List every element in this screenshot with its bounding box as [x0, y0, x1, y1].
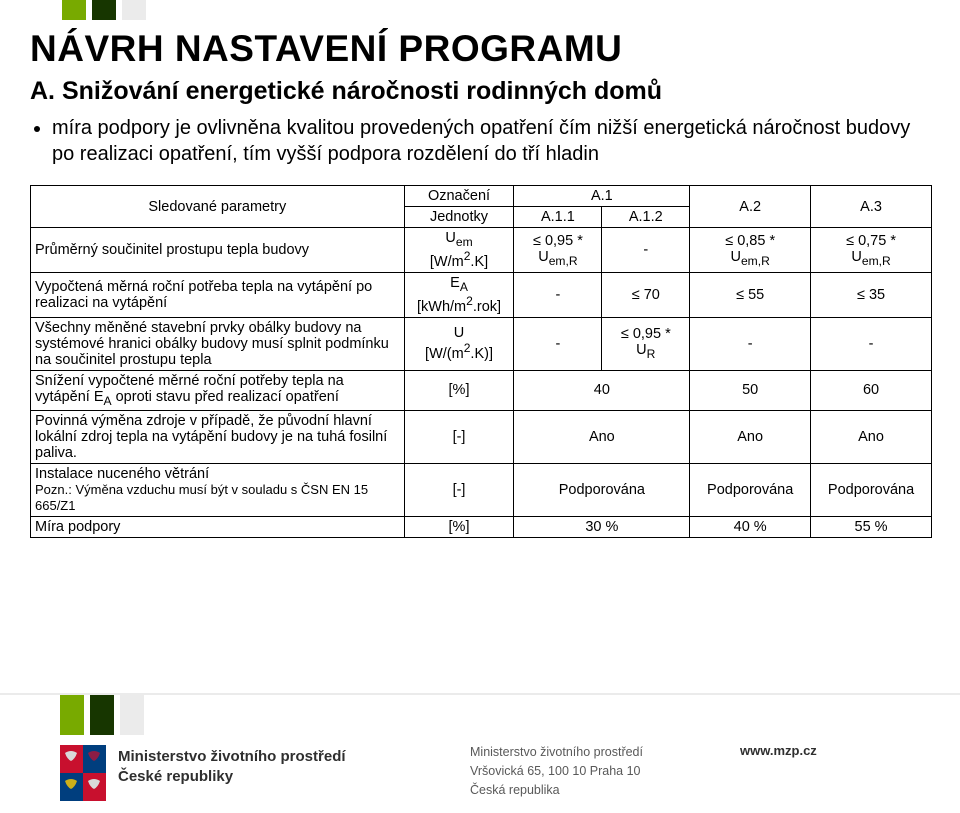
top-accent-bars	[62, 0, 146, 20]
cell-a3: Podporována	[811, 463, 932, 516]
cell-a3: ≤ 35	[811, 272, 932, 317]
cell-param: Průměrný součinitel prostupu tepla budov…	[31, 228, 405, 273]
table-row: Snížení vypočtené měrné roční potřeby te…	[31, 370, 932, 410]
table-row: Vypočtená měrná roční potřeba tepla na v…	[31, 272, 932, 317]
cell-a2: Ano	[690, 410, 811, 463]
cell-a2: ≤ 55	[690, 272, 811, 317]
cell-param: Vypočtená měrná roční potřeba tepla na v…	[31, 272, 405, 317]
page-footer: Ministerstvo životního prostředí České r…	[0, 693, 960, 813]
cell-a3: -	[811, 317, 932, 370]
cell-a12: -	[602, 228, 690, 273]
parameters-table: Sledované parametry Označení A.1 A.2 A.3…	[30, 185, 932, 537]
cell-a12: ≤ 0,95 *UR	[602, 317, 690, 370]
cell-a3: ≤ 0,75 *Uem,R	[811, 228, 932, 273]
footer-org-name: Ministerstvo životního prostředí České r…	[118, 747, 346, 786]
table-row: Povinná výměna zdroje v případě, že půvo…	[31, 410, 932, 463]
cell-param: Míra podpory	[31, 516, 405, 537]
cell-unit: Uem[W/m2.K]	[404, 228, 514, 273]
table-row: Průměrný součinitel prostupu tepla budov…	[31, 228, 932, 273]
footer-mid-line2: Vršovická 65, 100 10 Praha 10	[470, 762, 643, 781]
cell-a3: Ano	[811, 410, 932, 463]
cell-a11: -	[514, 272, 602, 317]
cell-unit: [-]	[404, 410, 514, 463]
cell-a2: 50	[690, 370, 811, 410]
table-row: Všechny měněné stavební prvky obálky bud…	[31, 317, 932, 370]
footer-url: www.mzp.cz	[740, 743, 817, 758]
cell-a11: -	[514, 317, 602, 370]
cell-unit: U[W/(m2.K)]	[404, 317, 514, 370]
footer-org-line2: České republiky	[118, 767, 346, 787]
col-header-a3: A.3	[811, 186, 932, 228]
bullet-list: míra podpory je ovlivněna kvalitou prove…	[30, 115, 930, 167]
bullet-item: míra podpory je ovlivněna kvalitou prove…	[52, 115, 930, 167]
footer-mid-line3: Česká republika	[470, 781, 643, 800]
footer-accent-bars	[60, 695, 144, 735]
cell-a1: 40	[514, 370, 690, 410]
table-header-row-1: Sledované parametry Označení A.1 A.2 A.3	[31, 186, 932, 207]
page-content: NÁVRH NASTAVENÍ PROGRAMU A. Snižování en…	[0, 0, 960, 538]
cell-unit: EA[kWh/m2.rok]	[404, 272, 514, 317]
col-header-a1: A.1	[514, 186, 690, 207]
page-subtitle: A. Snižování energetické náročnosti rodi…	[30, 76, 930, 107]
col-header-a12: A.1.2	[602, 207, 690, 228]
cell-param: Všechny měněné stavební prvky obálky bud…	[31, 317, 405, 370]
table-row: Instalace nuceného větráníPozn.: Výměna …	[31, 463, 932, 516]
table-row: Míra podpory [%] 30 % 40 % 55 %	[31, 516, 932, 537]
footer-mid-line1: Ministerstvo životního prostředí	[470, 743, 643, 762]
col-header-a11: A.1.1	[514, 207, 602, 228]
page-title: NÁVRH NASTAVENÍ PROGRAMU	[30, 28, 930, 70]
cell-a2: ≤ 0,85 *Uem,R	[690, 228, 811, 273]
cell-unit: [%]	[404, 370, 514, 410]
cell-unit: [-]	[404, 463, 514, 516]
cell-a3: 60	[811, 370, 932, 410]
bar-dark	[90, 695, 114, 735]
cell-a2: -	[690, 317, 811, 370]
cz-emblem-icon	[60, 745, 106, 801]
bar-gray	[122, 0, 146, 20]
cell-param: Instalace nuceného větráníPozn.: Výměna …	[31, 463, 405, 516]
cell-a1: Podporována	[514, 463, 690, 516]
footer-org-line1: Ministerstvo životního prostředí	[118, 747, 346, 767]
cell-param: Snížení vypočtené měrné roční potřeby te…	[31, 370, 405, 410]
footer-address: Ministerstvo životního prostředí Vršovic…	[470, 743, 643, 799]
footer-rule	[0, 693, 960, 695]
col-header-unit-bottom: Jednotky	[404, 207, 514, 228]
col-header-unit-top: Označení	[404, 186, 514, 207]
cell-a11: ≤ 0,95 *Uem,R	[514, 228, 602, 273]
bar-green	[62, 0, 86, 20]
cell-a1: Ano	[514, 410, 690, 463]
col-header-param: Sledované parametry	[31, 186, 405, 228]
cell-param: Povinná výměna zdroje v případě, že půvo…	[31, 410, 405, 463]
cell-a2: Podporována	[690, 463, 811, 516]
col-header-a2: A.2	[690, 186, 811, 228]
cell-a1: 30 %	[514, 516, 690, 537]
cell-a12: ≤ 70	[602, 272, 690, 317]
cell-a3: 55 %	[811, 516, 932, 537]
cell-unit: [%]	[404, 516, 514, 537]
bar-green	[60, 695, 84, 735]
bar-gray	[120, 695, 144, 735]
bar-dark	[92, 0, 116, 20]
cell-a2: 40 %	[690, 516, 811, 537]
